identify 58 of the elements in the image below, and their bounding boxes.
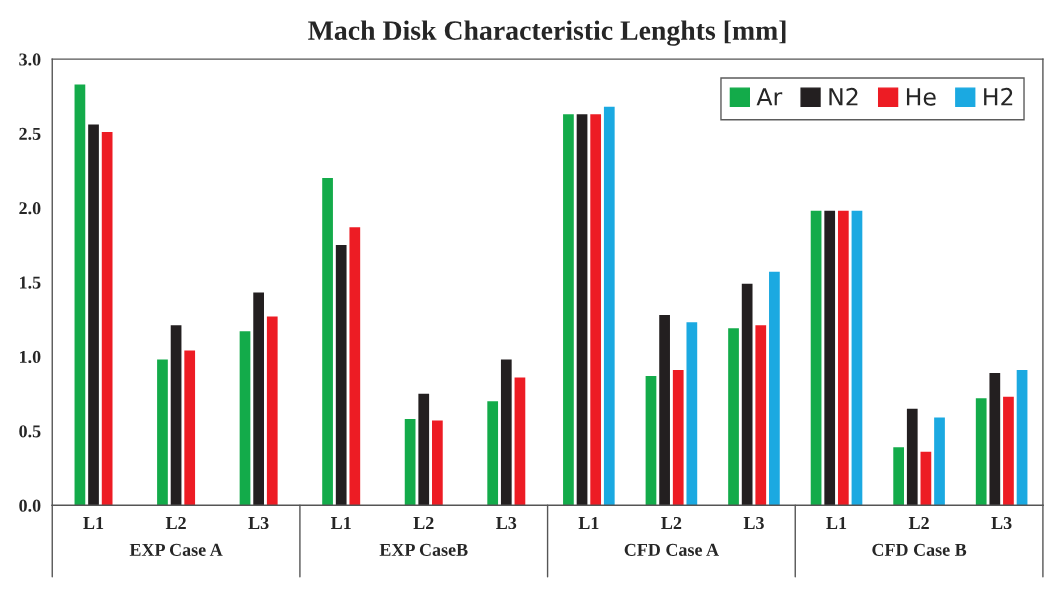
bar <box>893 447 905 506</box>
legend-label: Ar <box>756 88 783 106</box>
bar <box>989 372 1001 506</box>
x-tick-label: L3 <box>248 516 269 530</box>
text: CFD Case A <box>624 543 719 556</box>
y-tick-label: 0.5 <box>19 425 41 438</box>
x-tick-label: L1 <box>578 517 599 529</box>
bar <box>769 271 780 506</box>
bar <box>253 292 264 506</box>
bar <box>906 408 918 506</box>
bar <box>810 210 822 506</box>
y-tick-label: 0.0 <box>19 499 41 512</box>
bar <box>349 227 361 506</box>
bar <box>686 322 698 506</box>
legend-label: H2 <box>984 87 1013 106</box>
text: CFD Case B <box>872 543 967 556</box>
legend-label: N2 <box>829 87 858 106</box>
y-tick-label: 3.0 <box>19 53 41 66</box>
bar <box>322 178 333 506</box>
bar <box>824 210 836 506</box>
bar <box>1003 396 1014 506</box>
x-tick-label: L3 <box>496 516 517 530</box>
bar <box>741 283 753 506</box>
bar <box>975 398 987 506</box>
bar <box>170 325 182 506</box>
bar <box>239 331 251 506</box>
bar <box>157 359 168 506</box>
x-tick-label: L1 <box>826 517 847 529</box>
y-tick-label: 2.0 <box>19 202 41 215</box>
chart-title: Mach Disk Characteristic Lenghts [mm] <box>308 20 786 46</box>
bar <box>184 350 196 506</box>
bar <box>920 451 932 506</box>
text: EXP Case A <box>129 543 223 556</box>
x-tick-label: L2 <box>165 516 186 529</box>
bar <box>851 210 863 506</box>
bar <box>404 419 416 506</box>
text: EXP CaseB <box>379 543 468 556</box>
bar <box>101 131 113 506</box>
bar <box>266 316 278 506</box>
y-tick-label: 2.5 <box>19 127 41 140</box>
bar <box>728 328 739 506</box>
x-tick-label: L2 <box>908 516 929 529</box>
y-tick-label: 1.5 <box>20 276 41 289</box>
x-tick-label: L3 <box>991 516 1012 530</box>
bar <box>88 124 99 506</box>
x-tick-label: L3 <box>743 516 764 530</box>
x-tick-label: L2 <box>413 516 434 529</box>
bar <box>1016 369 1028 506</box>
bar <box>74 84 86 506</box>
y-tick-label: 1.0 <box>20 350 41 364</box>
x-tick-label: L1 <box>83 517 104 529</box>
x-tick-label: L2 <box>661 516 682 529</box>
x-tick-label: L1 <box>330 517 351 529</box>
bar <box>837 210 849 506</box>
bar <box>335 245 347 506</box>
bar <box>755 325 767 506</box>
bar <box>934 417 945 506</box>
legend-label: He <box>906 88 936 106</box>
